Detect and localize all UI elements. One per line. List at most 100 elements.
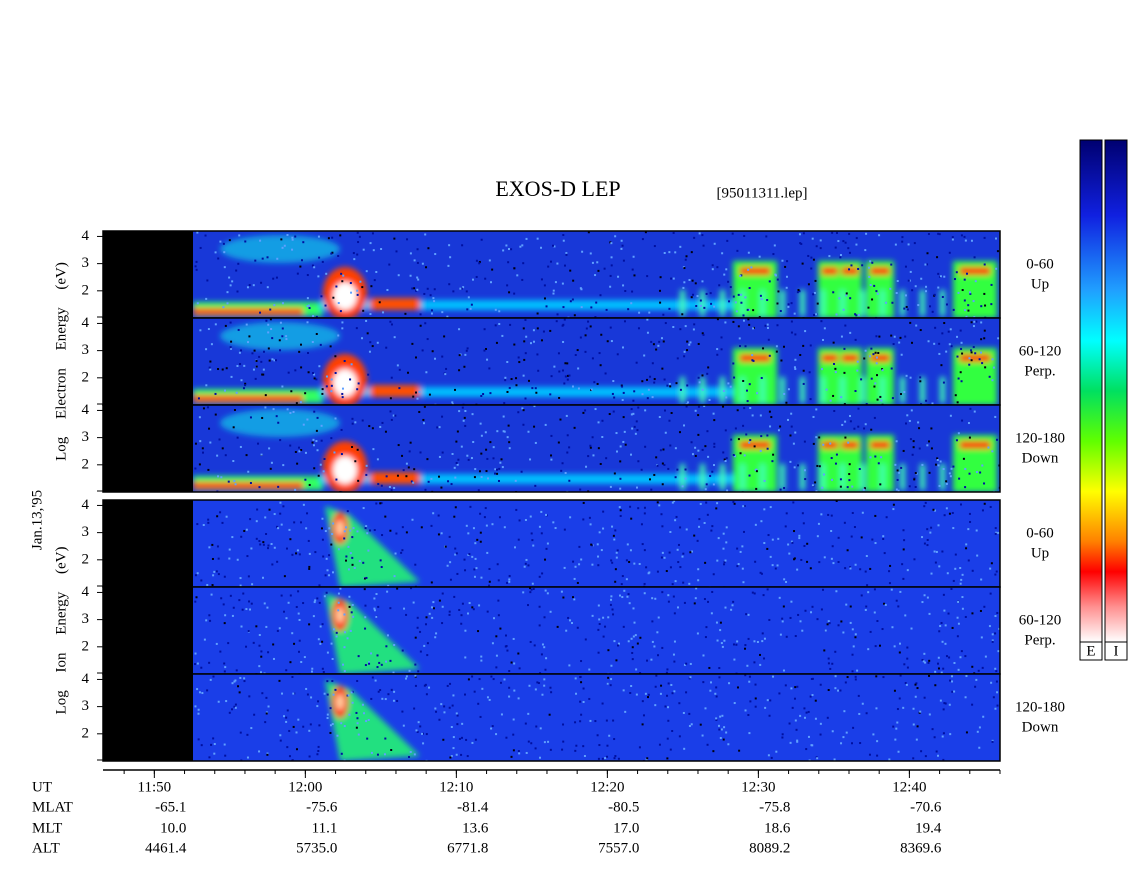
speck (216, 515, 219, 518)
flux-spike (720, 290, 725, 316)
speck (361, 337, 364, 340)
speck (666, 737, 669, 740)
flux-spike (900, 377, 905, 403)
speck (587, 320, 590, 323)
speck (620, 583, 623, 586)
speck (325, 591, 328, 594)
speck (988, 375, 991, 378)
speck (464, 353, 467, 356)
speck (328, 554, 331, 557)
speck (210, 593, 213, 596)
flux-spike (760, 377, 765, 403)
speck (286, 709, 289, 712)
speck (467, 296, 470, 299)
speck (909, 438, 912, 441)
speck (239, 577, 242, 580)
speck (295, 552, 298, 555)
speck (784, 684, 787, 687)
speck (206, 406, 209, 409)
speck (779, 309, 782, 312)
speck (285, 716, 288, 719)
speck (438, 455, 441, 458)
speck (662, 340, 665, 343)
speck (715, 686, 718, 689)
speck (708, 398, 711, 401)
speck (701, 374, 704, 377)
speck (652, 343, 655, 346)
speck (271, 337, 274, 340)
speck (967, 559, 970, 562)
speck (485, 524, 488, 527)
speck (810, 256, 813, 259)
speck (234, 483, 237, 486)
speck (468, 602, 471, 605)
speck (356, 448, 359, 451)
speck (990, 283, 993, 286)
ephemeris-label: MLT (32, 820, 62, 836)
speck (532, 329, 535, 332)
speck (763, 637, 766, 640)
speck (689, 676, 692, 679)
flux-column-core (739, 354, 771, 362)
speck (326, 569, 329, 572)
speck (410, 480, 413, 483)
speck (797, 464, 800, 467)
speck (864, 570, 867, 573)
speck (970, 321, 973, 324)
speck (759, 414, 762, 417)
speck (356, 722, 359, 725)
speck (614, 568, 617, 571)
speck (517, 697, 520, 700)
speck (711, 470, 714, 473)
speck (844, 567, 847, 570)
speck (871, 298, 874, 301)
speck (851, 670, 854, 673)
speck (222, 306, 225, 309)
speck (766, 547, 769, 550)
speck (389, 320, 392, 323)
speck (979, 609, 982, 612)
speck (616, 353, 619, 356)
speck (430, 477, 433, 480)
speck (791, 706, 794, 709)
speck (579, 675, 582, 678)
speck (446, 684, 449, 687)
speck (706, 430, 709, 433)
speck (783, 392, 786, 395)
speck (925, 285, 928, 288)
speck (691, 453, 694, 456)
speck (909, 270, 912, 273)
panel-range: 120-180 (1015, 430, 1065, 446)
speck (598, 352, 601, 355)
speck (518, 752, 521, 755)
speck (602, 616, 605, 619)
speck (868, 355, 871, 358)
speck (831, 662, 834, 665)
speck (669, 531, 672, 534)
speck (510, 248, 513, 251)
speck (759, 294, 762, 297)
speck (223, 670, 226, 673)
panel-range: 60-120 (1019, 343, 1062, 359)
speck (388, 263, 391, 266)
speck (743, 234, 746, 237)
speck (568, 374, 571, 377)
speck (784, 525, 787, 528)
speck (964, 615, 967, 618)
speck (255, 537, 258, 540)
speck (651, 362, 654, 365)
speck (635, 486, 638, 489)
speck (745, 433, 748, 436)
speck (711, 268, 714, 271)
speck (905, 683, 908, 686)
speck (273, 546, 276, 549)
speck (389, 397, 392, 400)
y-tick-label: 4 (82, 315, 90, 331)
speck (444, 373, 447, 376)
speck (963, 235, 966, 238)
speck (942, 758, 945, 761)
speck (679, 526, 682, 529)
speck (331, 657, 334, 660)
speck (363, 577, 366, 580)
speck (678, 702, 681, 705)
